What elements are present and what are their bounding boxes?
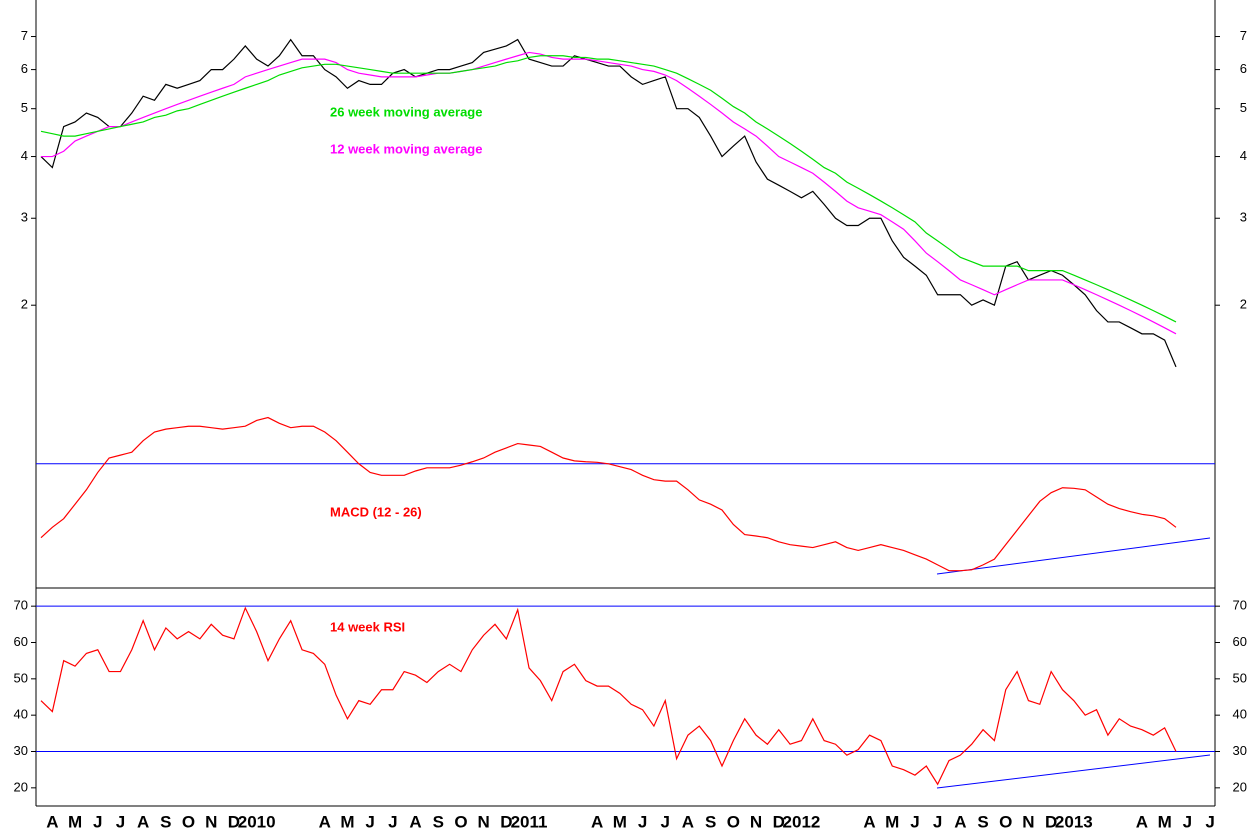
y-tick-label: 3 bbox=[21, 210, 28, 225]
x-tick-label: A bbox=[46, 812, 58, 831]
y-tick-label: 6 bbox=[1240, 61, 1247, 76]
x-tick-label: D bbox=[500, 812, 512, 831]
x-tick-label: M bbox=[1158, 812, 1172, 831]
x-tick-label: A bbox=[591, 812, 603, 831]
y-tick-label: 30 bbox=[1233, 743, 1247, 758]
y-tick-label: 70 bbox=[1233, 598, 1247, 613]
trend-line bbox=[936, 537, 1211, 575]
x-tick-label: J bbox=[1205, 812, 1214, 831]
x-tick-label: A bbox=[682, 812, 694, 831]
x-tick-label: J bbox=[116, 812, 125, 831]
trend-line bbox=[936, 754, 1211, 789]
x-tick-label: N bbox=[1022, 812, 1034, 831]
x-tick-label: J bbox=[93, 812, 102, 831]
x-tick-label: O bbox=[454, 812, 467, 831]
y-tick-label: 2 bbox=[1240, 297, 1247, 312]
x-tick-label: S bbox=[705, 812, 716, 831]
y-tick-label: 40 bbox=[14, 707, 28, 722]
y-tick-label: 6 bbox=[21, 61, 28, 76]
x-tick-label: A bbox=[863, 812, 875, 831]
legend-label: 14 week RSI bbox=[330, 619, 405, 634]
y-tick-label: 70 bbox=[14, 598, 28, 613]
y-tick-label: 60 bbox=[1233, 634, 1247, 649]
x-tick-label: J bbox=[365, 812, 374, 831]
y-tick-label: 4 bbox=[1240, 148, 1247, 163]
y-tick-label: 40 bbox=[1233, 707, 1247, 722]
x-tick-label: 2013 bbox=[1055, 812, 1093, 831]
x-tick-label: M bbox=[885, 812, 899, 831]
series-line bbox=[40, 606, 1177, 786]
x-tick-label: O bbox=[727, 812, 740, 831]
x-tick-label: A bbox=[409, 812, 421, 831]
x-tick-label: M bbox=[340, 812, 354, 831]
x-tick-label: S bbox=[160, 812, 171, 831]
x-tick-label: A bbox=[137, 812, 149, 831]
y-tick-label: 3 bbox=[1240, 210, 1247, 225]
x-tick-label: J bbox=[1183, 812, 1192, 831]
x-tick-label: J bbox=[388, 812, 397, 831]
x-tick-label: A bbox=[1136, 812, 1148, 831]
x-tick-label: S bbox=[433, 812, 444, 831]
x-tick-label: D bbox=[1045, 812, 1057, 831]
x-tick-label: J bbox=[661, 812, 670, 831]
y-tick-label: 2 bbox=[21, 297, 28, 312]
x-tick-label: O bbox=[999, 812, 1012, 831]
x-tick-label: M bbox=[613, 812, 627, 831]
x-tick-label: N bbox=[750, 812, 762, 831]
series-line bbox=[40, 55, 1177, 323]
y-tick-label: 7 bbox=[21, 28, 28, 43]
y-tick-label: 7 bbox=[1240, 28, 1247, 43]
y-tick-label: 5 bbox=[21, 100, 28, 115]
x-tick-label: O bbox=[182, 812, 195, 831]
y-tick-label: 60 bbox=[14, 634, 28, 649]
x-tick-label: J bbox=[910, 812, 919, 831]
legend-label: 12 week moving average bbox=[330, 141, 482, 156]
x-tick-label: S bbox=[977, 812, 988, 831]
y-tick-label: 5 bbox=[1240, 100, 1247, 115]
x-tick-label: N bbox=[205, 812, 217, 831]
y-tick-label: 50 bbox=[14, 670, 28, 685]
x-tick-label: A bbox=[954, 812, 966, 831]
y-tick-label: 20 bbox=[14, 779, 28, 794]
x-tick-label: 2012 bbox=[783, 812, 821, 831]
x-tick-label: J bbox=[933, 812, 942, 831]
x-tick-label: D bbox=[773, 812, 785, 831]
series-line bbox=[41, 51, 1177, 335]
y-tick-label: 50 bbox=[1233, 670, 1247, 685]
x-tick-label: N bbox=[478, 812, 490, 831]
series-line bbox=[40, 38, 1177, 368]
x-tick-label: 2010 bbox=[238, 812, 276, 831]
y-tick-label: 30 bbox=[14, 743, 28, 758]
y-tick-label: 4 bbox=[21, 148, 28, 163]
x-tick-label: M bbox=[68, 812, 82, 831]
x-tick-label: J bbox=[638, 812, 647, 831]
y-tick-label: 20 bbox=[1233, 779, 1247, 794]
x-tick-label: A bbox=[319, 812, 331, 831]
x-tick-label: 2011 bbox=[511, 812, 548, 831]
legend-label: 26 week moving average bbox=[330, 104, 482, 119]
legend-label: MACD (12 - 26) bbox=[330, 504, 422, 519]
series-line bbox=[40, 416, 1177, 572]
x-tick-label: D bbox=[228, 812, 240, 831]
